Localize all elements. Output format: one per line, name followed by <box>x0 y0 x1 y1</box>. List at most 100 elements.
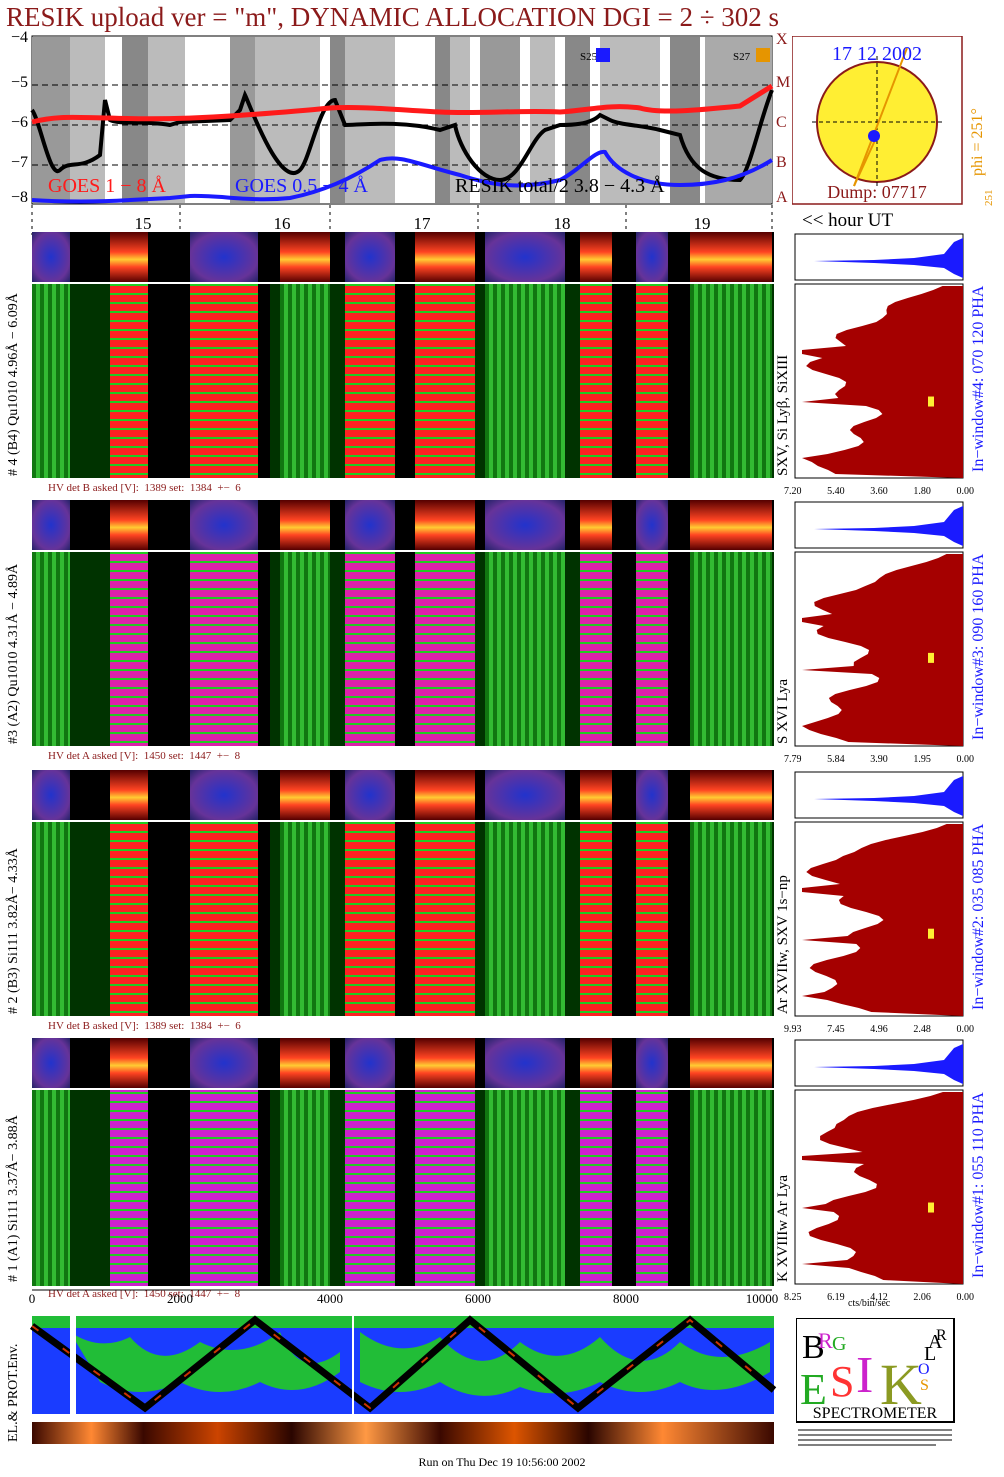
hist-ticks: 8.25 6.19 4.12 2.06 0.00 <box>784 1292 974 1303</box>
hist-ticks: 9.93 7.45 4.96 2.48 0.00 <box>784 1024 974 1035</box>
logo-text: SPECTROMETER <box>813 1405 938 1422</box>
dump-number: Dump: 07717 <box>827 182 927 202</box>
pha-histogram <box>814 238 963 278</box>
class-letter: M <box>776 74 790 91</box>
panel-strip <box>32 770 774 820</box>
hour-axis: 15 16 17 18 19 <box>31 205 773 235</box>
logo-letter: L <box>924 1343 936 1365</box>
hist-tick: 1.95 <box>913 754 931 765</box>
window-marker <box>928 1202 934 1213</box>
legend-goes-short: GOES 0.5 − 4 Å <box>235 175 369 197</box>
hist-tick: 4.12 <box>870 1292 888 1303</box>
panel-spectrogram <box>32 1090 774 1286</box>
channel-tick: 4000 <box>317 1291 343 1306</box>
hist-ticks: 7.79 5.84 3.90 1.95 0.00 <box>784 754 974 765</box>
logo-letter: R <box>936 1327 947 1344</box>
panel-window-label: In−window#2: 035 085 PHA <box>970 823 987 1010</box>
hist-tick: 9.93 <box>784 1024 802 1035</box>
goes-band <box>230 37 255 203</box>
goes-class-letters: X M C B A <box>776 31 790 206</box>
hour-tick: 18 <box>554 214 571 233</box>
panel-lines-label: Ar XVIIw, SXV 1s−np <box>775 875 791 1014</box>
panel-strip <box>32 232 774 282</box>
hist-tick: 5.84 <box>827 754 845 765</box>
panel-window-label: In−window#1: 055 110 PHA <box>970 1092 987 1278</box>
hist-tick: 0.00 <box>956 1024 975 1035</box>
spectrum-histogram <box>802 286 963 478</box>
y-tick: −4 <box>11 30 28 46</box>
goes-band <box>255 37 320 203</box>
hist-tick: 7.20 <box>784 486 802 497</box>
hist-tick: 0.00 <box>956 1292 975 1303</box>
hour-tick: 19 <box>694 214 711 233</box>
channel-tick: 6000 <box>465 1291 491 1306</box>
logo-letter: G <box>832 1333 846 1355</box>
class-letter: B <box>776 154 787 171</box>
pha-histogram <box>814 506 963 546</box>
goes-long-line <box>31 83 774 125</box>
hour-tick: 17 <box>414 214 432 233</box>
goes-band <box>530 37 555 203</box>
spectrum-histogram <box>802 824 963 1016</box>
sun-date: 17 12 2002 <box>832 43 922 65</box>
panel-hv-text: HV det B asked [V]: 1389 set: 1384 +− 6 <box>48 482 241 494</box>
y-tick: −7 <box>11 154 28 171</box>
legend-resik: RESIK total/2 3.8 − 4.3 Å <box>455 175 665 197</box>
hist-tick: 1.80 <box>913 486 931 497</box>
panel-lines-label: S XVI Lya <box>775 679 791 744</box>
spectrum-histogram <box>802 1092 963 1284</box>
environment-panel <box>29 1315 777 1444</box>
hist-tick: 2.06 <box>913 1292 931 1303</box>
hist-tick: 3.60 <box>870 486 888 497</box>
panel-hv-text: HV det A asked [V]: 1450 set: 1447 +− 8 <box>48 1288 241 1300</box>
panel-window-label: In−window#4: 070 120 PHA <box>970 285 987 472</box>
hist-tick: 7.79 <box>784 754 802 765</box>
panel-spectrogram <box>32 822 774 1016</box>
goes-band <box>330 37 345 203</box>
hist-tick: 0.00 <box>956 486 975 497</box>
logo-letter: E <box>800 1365 827 1414</box>
panel-lines-label: SXV, Si Lyβ, SiXIII <box>775 354 791 476</box>
logo-letter: S <box>830 1357 854 1406</box>
panel-left-label: # 1 (A1) Si111 3.37Å− 3.88Å <box>6 1115 21 1282</box>
sun-disc-panel: 17 12 2002 Dump: 07717 phi = 251° 251 <box>792 36 995 207</box>
logo-letter: R <box>818 1328 833 1353</box>
phi-label: phi = 251° <box>969 108 986 176</box>
hour-tick: 15 <box>135 214 152 233</box>
pha-histogram <box>814 1044 963 1084</box>
logo-letter: I <box>856 1347 873 1404</box>
channel-tick: 8000 <box>613 1291 639 1306</box>
panel-lines-label: K XVIIIw Ar Lya <box>775 1174 791 1282</box>
class-letter: A <box>776 189 788 206</box>
hist-tick: 8.25 <box>784 1292 802 1303</box>
class-letter: C <box>776 114 787 131</box>
y-tick: −6 <box>11 114 28 131</box>
hist-tick: 6.19 <box>827 1292 845 1303</box>
panel-hv-text: HV det B asked [V]: 1389 set: 1384 +− 6 <box>48 1020 241 1032</box>
window-marker <box>928 652 934 663</box>
hist-tick: 5.40 <box>827 486 845 497</box>
env-label: EL.& PROT.Env. <box>6 1343 21 1442</box>
hour-tick: 16 <box>274 214 291 233</box>
hist-tick: 2.48 <box>913 1024 931 1035</box>
goes-y-ticks: −4 −5 −6 −7 −8 <box>11 30 28 206</box>
window-marker <box>928 928 934 939</box>
hist-tick: 0.00 <box>956 754 975 765</box>
window-marker <box>928 396 934 407</box>
footer-runtime: Run on Thu Dec 19 10:56:00 2002 <box>418 1455 586 1469</box>
channel-tick: 2000 <box>167 1291 193 1306</box>
class-letter: X <box>776 31 788 48</box>
panel-spectrogram <box>32 552 774 746</box>
hist-tick: 7.45 <box>827 1024 845 1035</box>
goes-short-line <box>31 149 774 204</box>
panel-strip <box>32 500 774 550</box>
goes-band <box>450 37 470 203</box>
channel-tick: 0 <box>29 1291 36 1306</box>
panel-hv-text: HV det A asked [V]: 1450 set: 1447 +− 8 <box>48 750 241 762</box>
hist-tick: 3.90 <box>870 754 888 765</box>
hist-tick: 4.96 <box>870 1024 888 1035</box>
hist-ticks: 7.20 5.40 3.60 1.80 0.00 <box>784 486 974 497</box>
panel-left-label: #3 (A2) Qu1010 4.31Å − 4.89Å <box>6 563 21 744</box>
phi-bottom: 251 <box>983 190 995 207</box>
panel-histogram <box>794 771 964 1017</box>
